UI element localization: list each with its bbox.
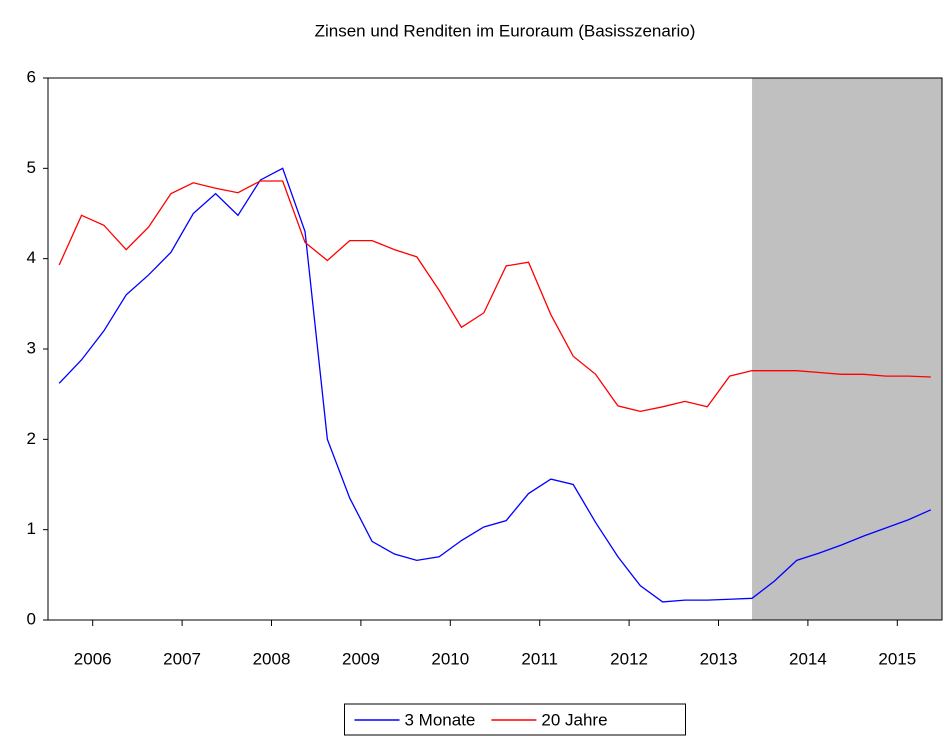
y-tick-label: 5 bbox=[27, 158, 36, 177]
y-tick-label: 4 bbox=[27, 248, 36, 267]
forecast-shade bbox=[752, 78, 942, 620]
x-tick-label: 2014 bbox=[789, 649, 827, 668]
x-tick-label: 2009 bbox=[342, 649, 380, 668]
x-tick-label: 2011 bbox=[521, 649, 558, 668]
legend-label: 3 Monate bbox=[405, 710, 476, 729]
y-tick-label: 3 bbox=[27, 338, 36, 357]
x-tick-label: 2008 bbox=[253, 649, 291, 668]
x-tick-label: 2006 bbox=[74, 649, 112, 668]
line-series bbox=[58, 180, 931, 412]
x-tick-label: 2012 bbox=[610, 649, 648, 668]
y-tick-label: 1 bbox=[27, 519, 36, 538]
x-tick-label: 2013 bbox=[700, 649, 738, 668]
legend-label: 20 Jahre bbox=[541, 710, 607, 729]
chart-title: Zinsen und Renditen im Euroraum (Basissz… bbox=[315, 21, 696, 40]
y-tick-label: 6 bbox=[27, 67, 36, 86]
y-tick-label: 0 bbox=[27, 609, 36, 628]
x-tick-label: 2015 bbox=[878, 649, 916, 668]
line-series bbox=[58, 167, 932, 603]
y-tick-label: 2 bbox=[27, 429, 36, 448]
x-tick-label: 2010 bbox=[431, 649, 469, 668]
x-tick-label: 2007 bbox=[163, 649, 201, 668]
